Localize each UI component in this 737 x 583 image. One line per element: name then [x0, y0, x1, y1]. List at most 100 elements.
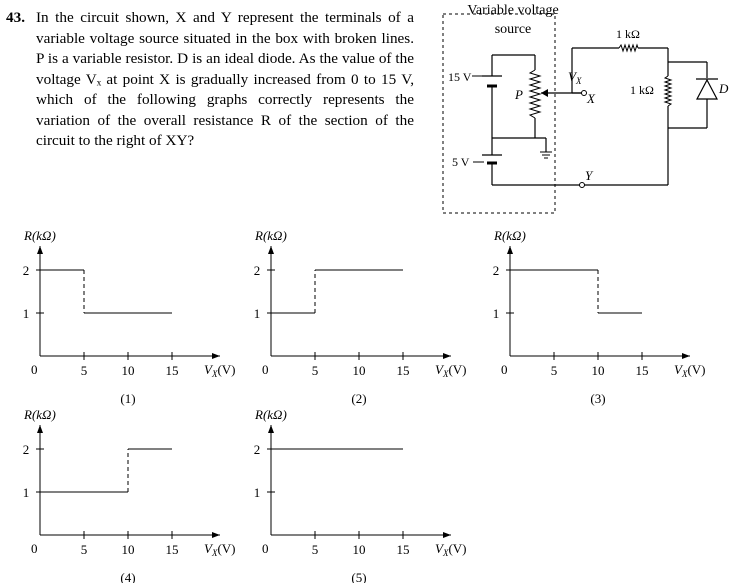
x-axis-label-unit: (V)	[217, 541, 235, 556]
x-axis-arrow	[212, 532, 220, 538]
question-text: In the circuit shown, X and Y represent …	[36, 9, 414, 149]
y-tick-label: 2	[23, 263, 30, 278]
x-axis-label: VX(V)	[435, 362, 467, 379]
x-axis-label-unit: (V)	[448, 362, 466, 377]
y-axis-arrow	[37, 425, 43, 433]
x-tick-label: 10	[592, 363, 605, 378]
x-tick-label: 5	[81, 542, 88, 557]
y-axis-label: R(kΩ)	[23, 407, 56, 422]
origin-label: 0	[31, 362, 38, 377]
shunt-resistor-label: 1 kΩ	[630, 83, 654, 97]
y-axis-label: R(kΩ)	[254, 228, 287, 243]
x-axis-label-unit: (V)	[448, 541, 466, 556]
graph-caption: (5)	[351, 570, 366, 583]
x-axis-label-sub: X	[211, 548, 218, 558]
x-tick-label: 10	[122, 363, 135, 378]
wiper-arrow	[541, 89, 548, 97]
x-axis-label-sub: X	[211, 369, 218, 379]
x-axis-label: VX(V)	[674, 362, 706, 379]
x-axis-arrow	[443, 532, 451, 538]
graph-caption: (2)	[351, 391, 366, 406]
series-resistor-label: 1 kΩ	[616, 27, 640, 41]
origin-label: 0	[501, 362, 508, 377]
x-tick-label: 5	[312, 542, 319, 557]
graph-4: R(kΩ) 0 5 10 15 1 2 VX(V) (4)	[23, 407, 236, 583]
resistor-p-label: P	[514, 87, 523, 102]
x-tick-label: 10	[353, 363, 366, 378]
x-axis-label-v: V	[435, 541, 445, 556]
y-axis-arrow	[37, 246, 43, 254]
y-tick-label: 2	[254, 263, 261, 278]
x-axis-arrow	[212, 353, 220, 359]
graph-2: R(kΩ) 0 5 10 15 1 2 VX(V) (2)	[254, 228, 467, 406]
origin-label: 0	[262, 541, 269, 556]
battery-5v-label: 5 V	[452, 155, 470, 169]
x-axis-label: VX(V)	[204, 541, 236, 558]
x-axis-label: VX(V)	[204, 362, 236, 379]
y-axis-label: R(kΩ)	[254, 407, 287, 422]
x-tick-label: 15	[166, 363, 179, 378]
y-axis-arrow	[507, 246, 513, 254]
variable-source-box	[442, 13, 556, 214]
x-axis-arrow	[443, 353, 451, 359]
x-tick-label: 15	[166, 542, 179, 557]
terminal-x-label: X	[586, 91, 596, 106]
x-tick-label: 15	[636, 363, 649, 378]
x-axis-label-v: V	[204, 362, 214, 377]
graph-1: R(kΩ) 0 5 10 15 1 2 VX(V) (1)	[23, 228, 236, 406]
y-tick-label: 1	[23, 306, 30, 321]
x-axis-label: VX(V)	[435, 541, 467, 558]
box-title-line2: source	[495, 22, 532, 37]
y-tick-label: 1	[493, 306, 500, 321]
origin-label: 0	[262, 362, 269, 377]
y-tick-label: 2	[23, 442, 30, 457]
external-wiring	[571, 47, 708, 186]
y-axis-arrow	[268, 425, 274, 433]
x-axis-label-sub: X	[442, 548, 449, 558]
x-axis-label-unit: (V)	[687, 362, 705, 377]
x-axis-label-sub: X	[681, 369, 688, 379]
vx-label-v: V	[568, 69, 578, 84]
question-number: 43.	[6, 9, 25, 26]
x-axis-label-unit: (V)	[217, 362, 235, 377]
x-tick-label: 15	[397, 542, 410, 557]
y-tick-label: 1	[23, 485, 30, 500]
source-wiring	[491, 54, 582, 186]
x-axis-label-v: V	[435, 362, 445, 377]
x-tick-label: 5	[551, 363, 558, 378]
x-axis-arrow	[682, 353, 690, 359]
battery-15v-label: 15 V	[448, 70, 472, 84]
graph-caption: (3)	[590, 391, 605, 406]
x-axis-label-sub: X	[442, 369, 449, 379]
x-tick-label: 10	[122, 542, 135, 557]
vx-label-sub: X	[575, 76, 582, 86]
potentiometer-p	[528, 69, 542, 119]
x-tick-label: 5	[81, 363, 88, 378]
y-tick-label: 2	[493, 263, 500, 278]
x-tick-label: 10	[353, 542, 366, 557]
graph-caption: (4)	[120, 570, 135, 583]
diode-d	[696, 78, 718, 100]
vx-label: VX	[568, 69, 582, 86]
graph-caption: (1)	[120, 391, 135, 406]
x-tick-label: 5	[312, 363, 319, 378]
shunt-resistor	[663, 75, 673, 107]
box-title-line1: Variable voltage	[467, 3, 558, 18]
battery-5v	[482, 154, 502, 165]
y-tick-label: 1	[254, 306, 261, 321]
y-axis-label: R(kΩ)	[23, 228, 56, 243]
ground-symbol	[540, 151, 552, 159]
graph-3: R(kΩ) 0 5 10 15 1 2 VX(V) (3)	[493, 228, 706, 406]
y-tick-label: 2	[254, 442, 261, 457]
terminal-y-label: Y	[585, 168, 594, 183]
y-tick-label: 1	[254, 485, 261, 500]
y-axis-arrow	[268, 246, 274, 254]
graph-5: R(kΩ) 0 5 10 15 1 2 VX(V) (5)	[254, 407, 467, 583]
series-resistor	[618, 43, 639, 53]
diode-label: D	[718, 81, 729, 96]
origin-label: 0	[31, 541, 38, 556]
x-tick-label: 15	[397, 363, 410, 378]
y-axis-label: R(kΩ)	[493, 228, 526, 243]
